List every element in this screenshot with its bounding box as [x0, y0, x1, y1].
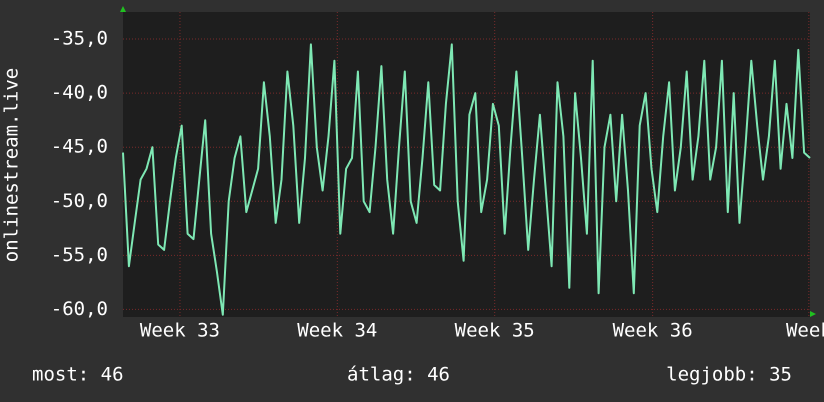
y-axis-label: onlinestream.live	[1, 68, 23, 262]
stat-best: legjobb: 35	[666, 364, 792, 386]
stat-current: most: 46	[32, 364, 124, 386]
x-tick-label: Week 33	[140, 320, 220, 342]
y-tick-label: -60,0	[51, 298, 108, 320]
x-tick-label: Week	[786, 320, 824, 342]
y-tick-label: -40,0	[51, 82, 108, 104]
stat-average: átlag: 46	[347, 364, 450, 386]
axis-arrow	[120, 6, 126, 12]
y-tick-label: -45,0	[51, 136, 108, 158]
x-tick-label: Week 35	[455, 320, 535, 342]
data-line	[122, 43, 811, 316]
y-tick-label: -55,0	[51, 244, 108, 266]
y-tick-label: -35,0	[51, 28, 108, 50]
y-tick-label: -50,0	[51, 190, 108, 212]
x-tick-label: Week 34	[297, 320, 377, 342]
x-tick-label: Week 36	[613, 320, 693, 342]
axis-arrow	[810, 311, 816, 317]
